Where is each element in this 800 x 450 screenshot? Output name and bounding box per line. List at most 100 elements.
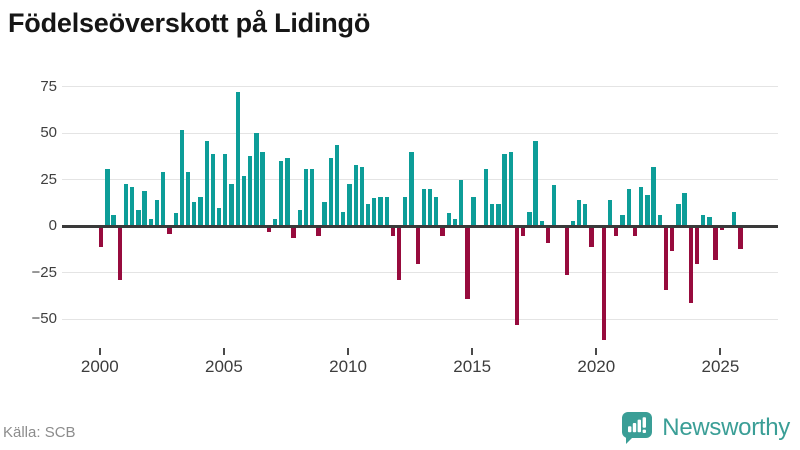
- bar-2009-q2: [328, 157, 333, 227]
- newsworthy-logo: Newsworthy: [621, 411, 790, 445]
- bar-2004-q4: [216, 207, 222, 227]
- bar-2005-q1: [223, 153, 228, 227]
- bar-2008-q4: [316, 226, 321, 236]
- bar-2018-q4: [564, 226, 569, 275]
- bar-2013-q1: [421, 189, 427, 227]
- x-axis-label-2025: 2025: [701, 357, 740, 376]
- bar-2020-q2: [601, 226, 607, 340]
- source-label: Källa: SCB: [3, 424, 76, 441]
- bar-2020-q3: [607, 200, 613, 227]
- bar-2023-q4: [688, 226, 693, 303]
- bar-2014-q1: [446, 213, 451, 227]
- bar-2013-q3: [434, 196, 439, 227]
- x-axis-tick-2000: [98, 348, 101, 355]
- bar-2005-q2: [229, 183, 234, 227]
- x-axis-label-2010: 2010: [329, 357, 367, 376]
- bar-2007-q2: [279, 161, 284, 227]
- bar-2008-q1: [297, 209, 302, 227]
- newsworthy-wordmark: Newsworthy: [662, 414, 790, 441]
- bar-2016-q2: [502, 153, 507, 227]
- bar-2024-q3: [707, 217, 712, 227]
- x-axis-tick-2015: [471, 348, 474, 355]
- bar-2012-q3: [409, 151, 414, 227]
- bar-2010-q2: [353, 164, 358, 227]
- bar-2003-q3: [185, 172, 191, 227]
- bar-2007-q4: [291, 226, 296, 238]
- bar-2005-q3: [235, 92, 240, 227]
- bar-2022-q3: [657, 215, 662, 227]
- bar-2012-q4: [415, 226, 420, 264]
- bar-2018-q2: [552, 185, 557, 227]
- x-axis-label-2015: 2015: [453, 357, 492, 376]
- gridline-25: [62, 179, 778, 181]
- bar-2021-q2: [626, 189, 631, 227]
- bar-2016-q1: [496, 204, 501, 227]
- bar-2006-q4: [266, 226, 271, 232]
- x-axis-tick-2025: [719, 348, 722, 355]
- x-axis-tick-2020: [595, 348, 598, 355]
- y-axis-label: −25: [31, 263, 57, 281]
- bar-2017-q1: [521, 226, 526, 236]
- bar-2022-q2: [651, 166, 656, 227]
- bar-2012-q2: [403, 196, 408, 227]
- bar-2022-q1: [645, 194, 650, 227]
- newsworthy-speech-bubble-chart-icon: [622, 412, 653, 444]
- bar-2014-q2: [452, 218, 458, 227]
- bar-2011-q1: [372, 198, 377, 227]
- bar-2003-q4: [192, 202, 197, 227]
- bar-2011-q4: [390, 226, 396, 236]
- bar-2016-q3: [508, 151, 513, 227]
- bar-2024-q2: [701, 215, 706, 227]
- bar-2015-q3: [483, 168, 489, 227]
- x-axis-label-2000: 2000: [80, 357, 119, 376]
- bar-2002-q3: [161, 172, 166, 227]
- bar-2024-q4: [713, 226, 718, 260]
- bar-2019-q2: [576, 200, 582, 227]
- gridline--50: [62, 318, 778, 320]
- bar-2003-q2: [179, 129, 185, 227]
- gridline-50: [62, 132, 778, 134]
- x-axis-tick-2005: [222, 348, 225, 355]
- bar-2017-q3: [533, 140, 538, 227]
- x-axis-tick-2010: [347, 348, 350, 355]
- bar-2000-q1: [99, 226, 104, 247]
- bar-2010-q4: [365, 204, 371, 227]
- y-axis-label: −50: [31, 310, 57, 328]
- bar-2016-q4: [514, 226, 520, 326]
- bar-2024-q1: [694, 226, 700, 264]
- bar-2021-q1: [620, 215, 625, 227]
- bar-2008-q2: [303, 168, 309, 227]
- bar-2014-q3: [459, 179, 464, 227]
- bar-2025-q4: [738, 226, 743, 249]
- bar-2010-q1: [347, 183, 352, 227]
- bar-2001-q3: [136, 209, 141, 227]
- bar-2007-q1: [272, 218, 278, 227]
- bar-2002-q1: [148, 218, 153, 227]
- bar-2000-q2: [105, 168, 110, 227]
- bar-2009-q4: [341, 211, 346, 227]
- bar-2011-q3: [384, 196, 389, 227]
- bar-2023-q1: [670, 226, 675, 251]
- bar-2003-q1: [173, 213, 178, 227]
- gridline--25: [62, 272, 778, 274]
- bar-2008-q3: [310, 168, 315, 227]
- bar-2021-q3: [632, 226, 638, 236]
- bar-2023-q3: [682, 192, 687, 227]
- bar-2011-q2: [378, 196, 383, 227]
- bar-2019-q4: [589, 226, 594, 247]
- bar-2015-q4: [490, 204, 495, 227]
- bar-2023-q2: [676, 204, 681, 227]
- bar-2004-q2: [204, 140, 209, 227]
- bar-2013-q4: [440, 226, 445, 236]
- bar-2006-q3: [260, 151, 265, 227]
- bar-2009-q3: [334, 144, 340, 227]
- bar-2025-q3: [732, 211, 737, 227]
- bar-2019-q1: [570, 220, 576, 227]
- x-axis-label-2005: 2005: [205, 357, 243, 376]
- bar-2018-q1: [545, 226, 551, 244]
- bar-2005-q4: [241, 176, 247, 227]
- bar-2001-q2: [130, 187, 135, 227]
- bar-2013-q2: [427, 189, 433, 227]
- gridline-75: [62, 86, 778, 88]
- bar-2022-q4: [663, 226, 669, 290]
